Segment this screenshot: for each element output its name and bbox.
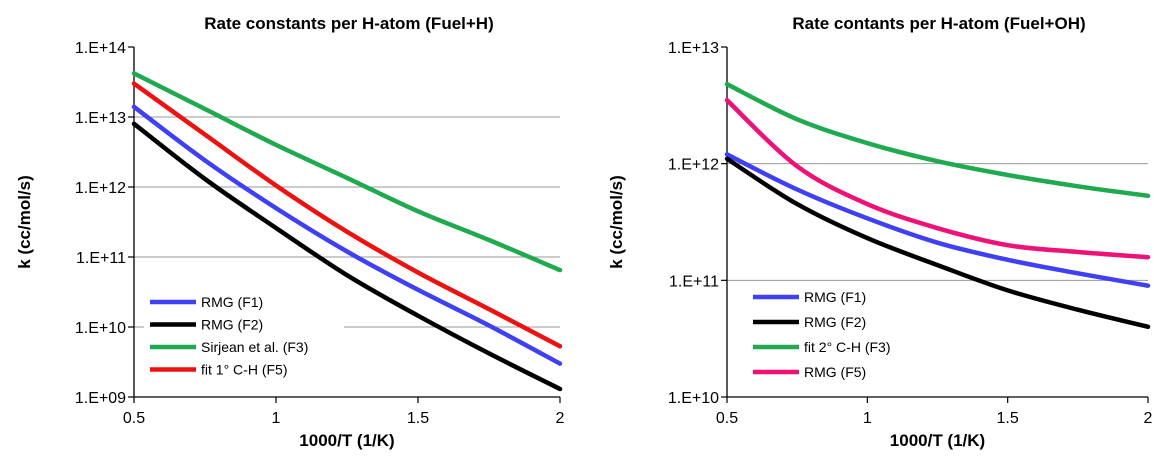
series-line: [131, 104, 563, 366]
x-axis-title: 1000/T (1/K): [890, 431, 985, 450]
y-tick-label: 1.E+11: [76, 250, 126, 267]
series-line: [131, 121, 563, 392]
legend-label: RMG (F1): [804, 289, 866, 305]
series-line: [131, 81, 563, 349]
legend-label: RMG (F2): [201, 317, 263, 333]
chart-title: Rate constants per H-atom (Fuel+H): [204, 14, 494, 33]
x-tick-label: 1.5: [407, 410, 429, 427]
x-tick-label: 2: [556, 410, 565, 427]
y-tick-label: 1.E+12: [668, 157, 719, 174]
y-tick-label: 1.E+10: [668, 390, 719, 407]
series-line: [724, 156, 1151, 330]
y-tick-label: 1.E+09: [75, 390, 126, 407]
y-tick-label: 1.E+12: [75, 180, 126, 197]
chart-2: 1.E+10 1.E+11 1.E+12 1.E+13 0.5 1 1.5 2 Rate con…: [607, 14, 1153, 450]
x-tick-label: 1: [863, 410, 872, 427]
x-tick-label: 0.5: [716, 410, 738, 427]
legend-label: fit 1° C-H (F5): [201, 362, 288, 378]
x-axis-title: 1000/T (1/K): [299, 431, 394, 450]
legend-label: RMG (F5): [804, 364, 866, 380]
chart-1: 1.E+09 1.E+10 1.E+11 1.E+12 1.E+13 1.E+14 0.5 1…: [15, 14, 565, 450]
series-line: [724, 81, 1151, 199]
y-tick-label: 1.E+10: [75, 320, 126, 337]
y-axis-title: k (cc/mol/s): [607, 175, 626, 269]
legend-label: fit 2° C-H (F3): [804, 339, 891, 355]
series-line: [724, 152, 1151, 288]
y-tick-label: 1.E+13: [75, 110, 126, 127]
x-tick-label: 2: [1144, 410, 1153, 427]
series-line: [131, 71, 563, 273]
chart-title: Rate contants per H-atom (Fuel+OH): [792, 14, 1085, 33]
x-tick-label: 0.5: [123, 410, 145, 427]
y-tick-label: 1.E+11: [669, 273, 719, 290]
legend-label: RMG (F1): [201, 294, 263, 310]
x-tick-label: 1.5: [997, 410, 1019, 427]
series-line: [724, 97, 1151, 260]
legend-label: RMG (F2): [804, 314, 866, 330]
y-tick-label: 1.E+13: [668, 40, 719, 57]
y-axis-title: k (cc/mol/s): [15, 175, 34, 269]
legend-label: Sirjean et al. (F3): [201, 339, 308, 355]
x-tick-label: 1: [272, 410, 281, 427]
y-tick-label: 1.E+14: [75, 40, 126, 57]
